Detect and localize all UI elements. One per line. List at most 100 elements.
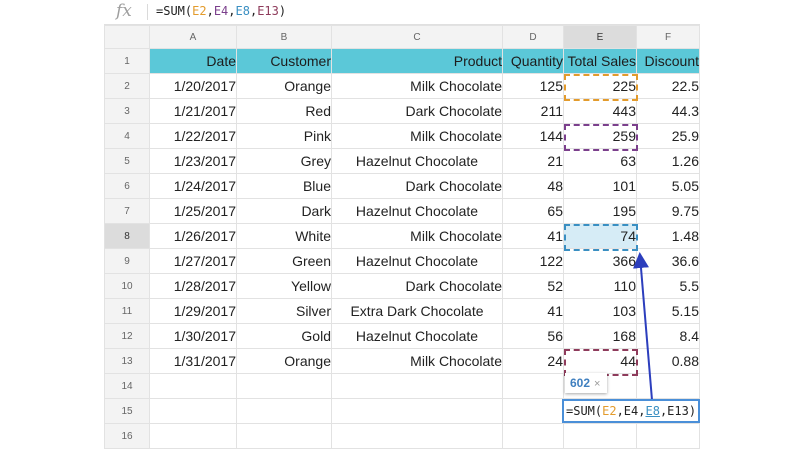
cell-a3[interactable]: 1/21/2017 xyxy=(149,98,237,124)
empty-cell[interactable] xyxy=(149,398,237,424)
cell-c11[interactable]: Extra Dark Chocolate xyxy=(331,298,503,324)
header-cell-d[interactable]: Quantity xyxy=(502,48,564,74)
empty-cell[interactable] xyxy=(331,423,503,449)
cell-d10[interactable]: 52 xyxy=(502,273,564,299)
cell-edit-box[interactable]: =SUM(E2,E4,E8,E13) xyxy=(562,399,700,423)
cell-e10[interactable]: 110 xyxy=(563,273,637,299)
column-header-e[interactable]: E xyxy=(563,25,637,49)
empty-cell[interactable] xyxy=(563,423,637,449)
cell-c12[interactable]: Hazelnut Chocolate xyxy=(331,323,503,349)
row-header[interactable]: 12 xyxy=(104,323,150,349)
row-header[interactable]: 2 xyxy=(104,73,150,99)
row-header[interactable]: 16 xyxy=(104,423,150,449)
header-cell-a[interactable]: Date xyxy=(149,48,237,74)
column-header-d[interactable]: D xyxy=(502,25,564,49)
cell-e6[interactable]: 101 xyxy=(563,173,637,199)
row-header[interactable]: 7 xyxy=(104,198,150,224)
empty-cell[interactable] xyxy=(236,398,332,424)
cell-f4[interactable]: 25.9 xyxy=(636,123,700,149)
cell-f11[interactable]: 5.15 xyxy=(636,298,700,324)
cell-a6[interactable]: 1/24/2017 xyxy=(149,173,237,199)
empty-cell[interactable] xyxy=(149,423,237,449)
cell-e7[interactable]: 195 xyxy=(563,198,637,224)
cell-d3[interactable]: 211 xyxy=(502,98,564,124)
cell-e3[interactable]: 443 xyxy=(563,98,637,124)
cell-b8[interactable]: White xyxy=(236,223,332,249)
empty-cell[interactable] xyxy=(502,398,564,424)
cell-a2[interactable]: 1/20/2017 xyxy=(149,73,237,99)
cell-c13[interactable]: Milk Chocolate xyxy=(331,348,503,374)
cell-b3[interactable]: Red xyxy=(236,98,332,124)
row-header[interactable]: 11 xyxy=(104,298,150,324)
empty-cell[interactable] xyxy=(149,373,237,399)
cell-d4[interactable]: 144 xyxy=(502,123,564,149)
cell-a13[interactable]: 1/31/2017 xyxy=(149,348,237,374)
cell-e5[interactable]: 63 xyxy=(563,148,637,174)
cell-d5[interactable]: 21 xyxy=(502,148,564,174)
cell-f7[interactable]: 9.75 xyxy=(636,198,700,224)
row-header[interactable]: 3 xyxy=(104,98,150,124)
row-header[interactable]: 14 xyxy=(104,373,150,399)
cell-e11[interactable]: 103 xyxy=(563,298,637,324)
cell-f13[interactable]: 0.88 xyxy=(636,348,700,374)
cell-f5[interactable]: 1.26 xyxy=(636,148,700,174)
cell-c8[interactable]: Milk Chocolate xyxy=(331,223,503,249)
cell-b12[interactable]: Gold xyxy=(236,323,332,349)
cell-c5[interactable]: Hazelnut Chocolate xyxy=(331,148,503,174)
cell-b6[interactable]: Blue xyxy=(236,173,332,199)
cell-f9[interactable]: 36.6 xyxy=(636,248,700,274)
cell-b11[interactable]: Silver xyxy=(236,298,332,324)
cell-f2[interactable]: 22.5 xyxy=(636,73,700,99)
cell-d13[interactable]: 24 xyxy=(502,348,564,374)
column-header-a[interactable]: A xyxy=(149,25,237,49)
cell-b9[interactable]: Green xyxy=(236,248,332,274)
cell-e12[interactable]: 168 xyxy=(563,323,637,349)
select-all-corner[interactable] xyxy=(104,25,150,49)
header-cell-c[interactable]: Product xyxy=(331,48,503,74)
empty-cell[interactable] xyxy=(236,423,332,449)
empty-cell[interactable] xyxy=(636,373,700,399)
cell-b7[interactable]: Dark xyxy=(236,198,332,224)
header-cell-e[interactable]: Total Sales xyxy=(563,48,637,74)
cell-f8[interactable]: 1.48 xyxy=(636,223,700,249)
cell-f12[interactable]: 8.4 xyxy=(636,323,700,349)
row-header[interactable]: 5 xyxy=(104,148,150,174)
cell-b5[interactable]: Grey xyxy=(236,148,332,174)
cell-d6[interactable]: 48 xyxy=(502,173,564,199)
close-icon[interactable]: × xyxy=(594,378,601,390)
row-header[interactable]: 1 xyxy=(104,48,150,74)
formula-input[interactable]: =SUM(E2,E4,E8,E13) xyxy=(156,4,286,18)
cell-d11[interactable]: 41 xyxy=(502,298,564,324)
cell-f10[interactable]: 5.5 xyxy=(636,273,700,299)
cell-c7[interactable]: Hazelnut Chocolate xyxy=(331,198,503,224)
column-header-f[interactable]: F xyxy=(636,25,700,49)
empty-cell[interactable] xyxy=(502,423,564,449)
cell-a4[interactable]: 1/22/2017 xyxy=(149,123,237,149)
cell-c3[interactable]: Dark Chocolate xyxy=(331,98,503,124)
column-header-c[interactable]: C xyxy=(331,25,503,49)
row-header[interactable]: 10 xyxy=(104,273,150,299)
row-header[interactable]: 4 xyxy=(104,123,150,149)
empty-cell[interactable] xyxy=(331,398,503,424)
cell-a11[interactable]: 1/29/2017 xyxy=(149,298,237,324)
row-header[interactable]: 9 xyxy=(104,248,150,274)
cell-c9[interactable]: Hazelnut Chocolate xyxy=(331,248,503,274)
cell-a7[interactable]: 1/25/2017 xyxy=(149,198,237,224)
cell-a10[interactable]: 1/28/2017 xyxy=(149,273,237,299)
column-header-b[interactable]: B xyxy=(236,25,332,49)
header-cell-f[interactable]: Discount xyxy=(636,48,700,74)
cell-f3[interactable]: 44.3 xyxy=(636,98,700,124)
cell-e9[interactable]: 366 xyxy=(563,248,637,274)
cell-a9[interactable]: 1/27/2017 xyxy=(149,248,237,274)
cell-c6[interactable]: Dark Chocolate xyxy=(331,173,503,199)
cell-c2[interactable]: Milk Chocolate xyxy=(331,73,503,99)
empty-cell[interactable] xyxy=(236,373,332,399)
empty-cell[interactable] xyxy=(331,373,503,399)
row-header[interactable]: 6 xyxy=(104,173,150,199)
empty-cell[interactable] xyxy=(636,423,700,449)
cell-b2[interactable]: Orange xyxy=(236,73,332,99)
cell-a8[interactable]: 1/26/2017 xyxy=(149,223,237,249)
row-header[interactable]: 15 xyxy=(104,398,150,424)
cell-a5[interactable]: 1/23/2017 xyxy=(149,148,237,174)
cell-f6[interactable]: 5.05 xyxy=(636,173,700,199)
